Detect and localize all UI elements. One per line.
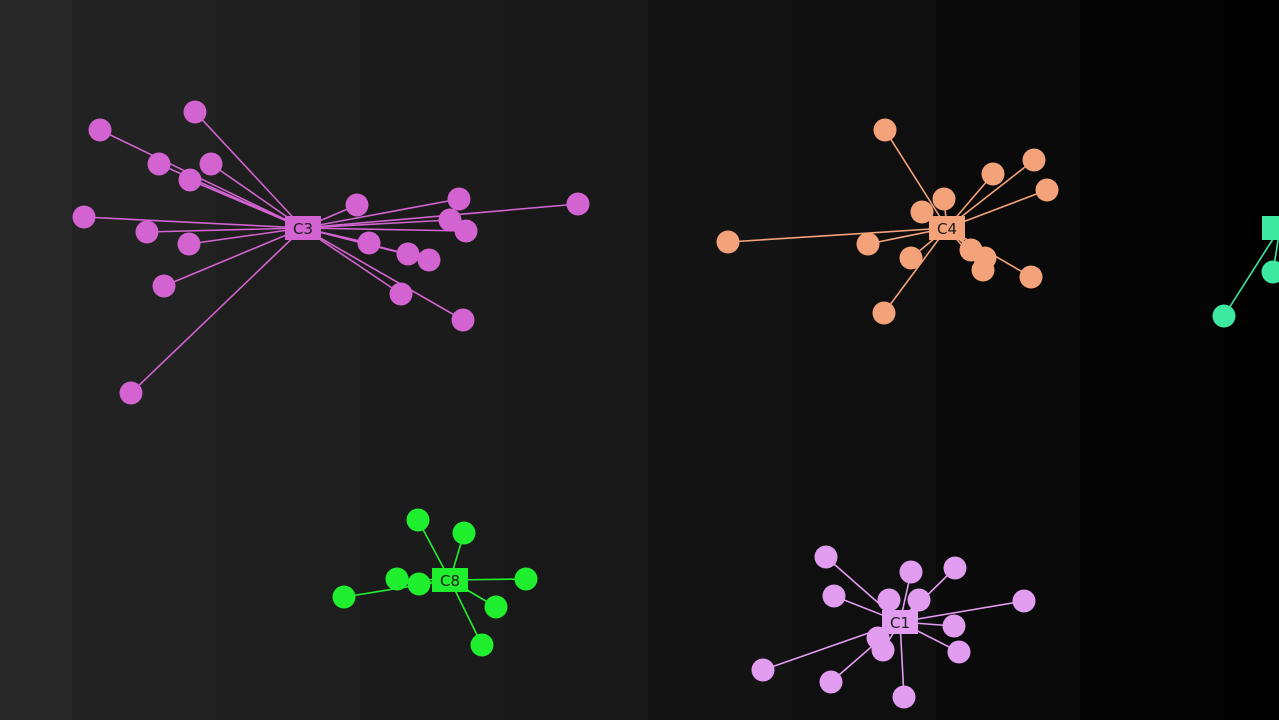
leaf-node[interactable] xyxy=(417,248,441,272)
edge xyxy=(884,129,948,229)
leaf-node[interactable] xyxy=(899,246,923,270)
background-band xyxy=(0,0,72,720)
leaf-node[interactable] xyxy=(907,588,931,612)
cluster-c1: C1 xyxy=(751,545,1036,709)
leaf-node[interactable] xyxy=(873,118,897,142)
edge xyxy=(899,621,905,698)
leaf-node[interactable] xyxy=(943,556,967,580)
leaf-node[interactable] xyxy=(135,220,159,244)
edge xyxy=(130,227,304,394)
leaf-node[interactable] xyxy=(452,521,476,545)
leaf-node[interactable] xyxy=(1261,260,1279,284)
leaf-node[interactable] xyxy=(942,614,966,638)
edge xyxy=(302,227,467,232)
leaf-node[interactable] xyxy=(407,572,431,596)
hub-label: C3 xyxy=(293,220,313,238)
hub-label: C8 xyxy=(440,572,460,590)
edge xyxy=(883,227,948,314)
leaf-node[interactable] xyxy=(152,274,176,298)
leaf-node[interactable] xyxy=(751,658,775,682)
leaf-node[interactable] xyxy=(872,301,896,325)
hub-node[interactable] xyxy=(432,568,468,592)
edge xyxy=(727,227,948,243)
leaf-node[interactable] xyxy=(385,567,409,591)
edge xyxy=(302,227,464,321)
leaf-node[interactable] xyxy=(1012,589,1036,613)
leaf-node[interactable] xyxy=(177,232,201,256)
leaf-node[interactable] xyxy=(389,282,413,306)
leaf-node[interactable] xyxy=(1212,304,1236,328)
background-band xyxy=(1224,0,1279,720)
leaf-node[interactable] xyxy=(947,640,971,664)
leaf-node[interactable] xyxy=(566,192,590,216)
edge xyxy=(83,216,304,229)
leaf-node[interactable] xyxy=(971,258,995,282)
leaf-node[interactable] xyxy=(814,545,838,569)
leaf-node[interactable] xyxy=(438,208,462,232)
hub-node[interactable] xyxy=(285,216,321,240)
leaf-node[interactable] xyxy=(406,508,430,532)
hub-node[interactable] xyxy=(1262,216,1279,240)
edge xyxy=(163,227,304,287)
edge xyxy=(189,179,304,229)
edge xyxy=(194,111,304,229)
leaf-node[interactable] xyxy=(819,670,843,694)
leaf-node[interactable] xyxy=(147,152,171,176)
leaf-node[interactable] xyxy=(716,230,740,254)
edge xyxy=(188,227,304,245)
leaf-node[interactable] xyxy=(932,187,956,211)
cluster-c8: C8 xyxy=(332,508,538,657)
leaf-node[interactable] xyxy=(332,585,356,609)
leaf-node[interactable] xyxy=(454,219,478,243)
leaf-node[interactable] xyxy=(1022,148,1046,172)
edge xyxy=(99,129,304,229)
cluster-partial xyxy=(1212,216,1279,328)
leaf-node[interactable] xyxy=(447,187,471,211)
leaf-node[interactable] xyxy=(183,100,207,124)
background-band xyxy=(648,0,792,720)
leaf-node[interactable] xyxy=(470,633,494,657)
leaf-node[interactable] xyxy=(1035,178,1059,202)
cluster-c3: C3 xyxy=(72,100,590,405)
background-band xyxy=(1080,0,1224,720)
leaf-node[interactable] xyxy=(88,118,112,142)
hub-node[interactable] xyxy=(882,610,918,634)
leaf-node[interactable] xyxy=(199,152,223,176)
leaf-node[interactable] xyxy=(178,168,202,192)
leaf-node[interactable] xyxy=(396,242,420,266)
edge xyxy=(302,219,451,229)
leaf-node[interactable] xyxy=(345,193,369,217)
leaf-node[interactable] xyxy=(1019,265,1043,289)
hub-node[interactable] xyxy=(929,216,965,240)
leaf-node[interactable] xyxy=(514,567,538,591)
background-band xyxy=(936,0,1080,720)
leaf-node[interactable] xyxy=(484,595,508,619)
leaf-node[interactable] xyxy=(856,232,880,256)
leaf-node[interactable] xyxy=(910,200,934,224)
cluster-c4: C4 xyxy=(716,118,1059,325)
edge xyxy=(1223,228,1279,317)
leaf-node[interactable] xyxy=(72,205,96,229)
leaf-node[interactable] xyxy=(357,231,381,255)
edge xyxy=(899,600,1025,623)
leaf-node[interactable] xyxy=(451,308,475,332)
leaf-node[interactable] xyxy=(892,685,916,709)
leaf-node[interactable] xyxy=(119,381,143,405)
leaf-node[interactable] xyxy=(822,584,846,608)
edge xyxy=(302,198,460,229)
leaf-node[interactable] xyxy=(877,588,901,612)
hub-label: C4 xyxy=(937,220,957,238)
background-band xyxy=(504,0,648,720)
leaf-node[interactable] xyxy=(871,638,895,662)
leaf-node[interactable] xyxy=(981,162,1005,186)
edge xyxy=(146,227,304,233)
background-band xyxy=(360,0,504,720)
leaf-node[interactable] xyxy=(899,560,923,584)
hub-label: C1 xyxy=(890,614,910,632)
